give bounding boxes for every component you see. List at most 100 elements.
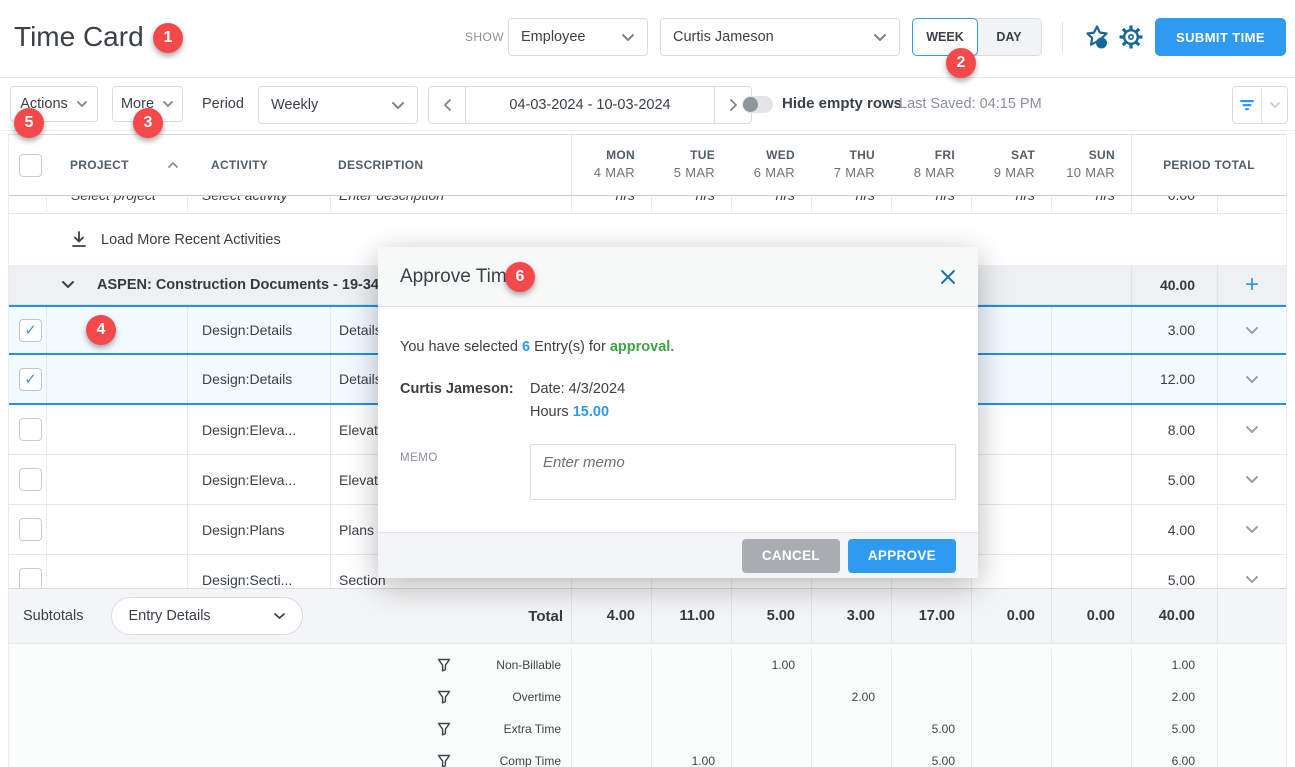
date-range[interactable]: 04-03-2024 - 10-03-2024 [465, 87, 715, 123]
hours-cell[interactable] [971, 555, 1051, 588]
breakdown-value [651, 649, 731, 681]
hours-cell[interactable]: hrs [971, 196, 1051, 213]
employee-select[interactable]: Curtis Jameson [660, 18, 900, 56]
row-checkbox[interactable]: ✓ [19, 318, 42, 342]
column-header-period-total: PERIOD TOTAL [1131, 135, 1286, 195]
description-cell[interactable]: Plans [330, 505, 571, 554]
column-header-activity[interactable]: ACTIVITY [211, 158, 269, 172]
breakdown-value [651, 681, 731, 713]
row-expand-chevron-icon[interactable] [1217, 355, 1286, 403]
project-group-name[interactable]: ASPEN: Construction Documents - 19-34 [97, 276, 379, 293]
settings-button[interactable] [1116, 22, 1146, 52]
activity-cell[interactable]: Design:Plans [187, 505, 330, 554]
cancel-button[interactable]: CANCEL [741, 538, 840, 573]
project-cell[interactable] [46, 405, 187, 454]
row-expand-chevron-icon[interactable] [1217, 307, 1286, 353]
hide-empty-rows-label: Hide empty rows [782, 95, 903, 112]
hours-cell[interactable] [1051, 505, 1131, 554]
memo-input[interactable] [530, 444, 956, 500]
week-button[interactable]: WEEK [912, 18, 978, 56]
close-icon[interactable] [940, 269, 956, 285]
funnel-icon[interactable] [437, 690, 451, 704]
breakdown-value [571, 713, 651, 745]
approve-button[interactable]: APPROVE [847, 538, 956, 573]
hours-cell[interactable] [1051, 405, 1131, 454]
row-expand-chevron-icon[interactable] [1217, 505, 1286, 554]
row-checkbox[interactable] [19, 468, 42, 491]
chevron-down-icon [162, 100, 174, 108]
app-header: Time Card SHOW Employee Curtis Jameson W… [0, 0, 1295, 78]
description-cell[interactable]: Details [330, 307, 571, 353]
period-value: Weekly [271, 97, 319, 113]
add-entry-button[interactable]: + [1217, 265, 1286, 304]
subtotals-selector[interactable]: Entry Details [111, 597, 304, 635]
column-header-project[interactable]: PROJECT [46, 158, 187, 172]
funnel-icon[interactable] [437, 722, 451, 736]
funnel-icon[interactable] [437, 754, 451, 767]
project-cell[interactable] [46, 505, 187, 554]
breakdown-total: 6.00 [1131, 745, 1217, 767]
hours-cell[interactable]: hrs [1051, 196, 1131, 213]
hours-cell[interactable] [971, 355, 1051, 403]
filter-button[interactable] [1233, 87, 1262, 123]
hours-cell[interactable]: hrs [731, 196, 811, 213]
hours-cell[interactable]: hrs [651, 196, 731, 213]
previous-week-button[interactable] [429, 87, 465, 123]
activity-cell[interactable]: Design:Eleva... [187, 455, 330, 504]
hours-cell[interactable] [1051, 307, 1131, 353]
description-input[interactable]: Enter description [330, 196, 571, 213]
description-cell[interactable]: Elevati [330, 455, 571, 504]
row-period-total: 4.00 [1131, 505, 1217, 554]
day-total-sat: 0.00 [971, 589, 1051, 643]
hide-empty-rows-toggle[interactable] [742, 96, 773, 113]
activity-cell[interactable]: Design:Secti... [187, 555, 330, 588]
funnel-icon[interactable] [437, 658, 451, 672]
next-week-button[interactable] [715, 87, 751, 123]
show-mode-select[interactable]: Employee [508, 18, 648, 56]
period-select[interactable]: Weekly [258, 86, 418, 124]
description-cell[interactable]: Details [330, 355, 571, 403]
sort-ascending-icon [167, 161, 179, 169]
row-checkbox[interactable] [19, 568, 42, 588]
hours-cell[interactable] [971, 307, 1051, 353]
hours-cell[interactable] [1051, 455, 1131, 504]
hours-cell[interactable]: hrs [571, 196, 651, 213]
selection-summary: You have selected 6 Entry(s) for approva… [400, 339, 675, 355]
row-expand-chevron-icon[interactable] [1217, 405, 1286, 454]
row-checkbox[interactable] [19, 518, 42, 541]
project-cell[interactable] [46, 455, 187, 504]
project-input[interactable]: Select project [46, 196, 187, 213]
favorites-button[interactable] [1082, 22, 1112, 52]
modal-body: You have selected 6 Entry(s) for approva… [378, 307, 978, 532]
activity-cell[interactable]: Design:Details [187, 355, 330, 403]
project-cell[interactable] [46, 307, 187, 353]
hours-cell[interactable] [971, 505, 1051, 554]
hours-cell[interactable] [971, 455, 1051, 504]
day-button[interactable]: DAY [996, 30, 1022, 44]
description-cell[interactable]: Section [330, 555, 571, 588]
collapse-chevron-icon[interactable] [61, 280, 75, 289]
approve-time-modal: Approve Time You have selected 6 Entry(s… [378, 247, 978, 578]
column-header-mon: MON 4 MAR [571, 135, 651, 195]
hours-cell[interactable] [1051, 355, 1131, 403]
activity-input[interactable]: Select activity [187, 196, 330, 213]
select-all-checkbox[interactable] [19, 153, 42, 177]
submit-time-button[interactable]: SUBMIT TIME [1155, 18, 1286, 56]
hours-cell[interactable]: hrs [811, 196, 891, 213]
row-checkbox[interactable]: ✓ [19, 367, 42, 391]
row-checkbox[interactable] [19, 418, 42, 441]
breakdown-value [971, 745, 1051, 767]
hours-cell[interactable]: hrs [891, 196, 971, 213]
row-expand-chevron-icon[interactable] [1217, 455, 1286, 504]
row-expand-chevron-icon[interactable] [1217, 555, 1286, 588]
project-cell[interactable] [46, 555, 187, 588]
breakdown-value [971, 681, 1051, 713]
filter-dropdown-button[interactable] [1262, 87, 1287, 123]
activity-cell[interactable]: Design:Eleva... [187, 405, 330, 454]
column-header-description[interactable]: DESCRIPTION [338, 158, 424, 172]
project-cell[interactable] [46, 355, 187, 403]
hours-cell[interactable] [1051, 555, 1131, 588]
hours-cell[interactable] [971, 405, 1051, 454]
description-cell[interactable]: Elevati [330, 405, 571, 454]
activity-cell[interactable]: Design:Details [187, 307, 330, 353]
